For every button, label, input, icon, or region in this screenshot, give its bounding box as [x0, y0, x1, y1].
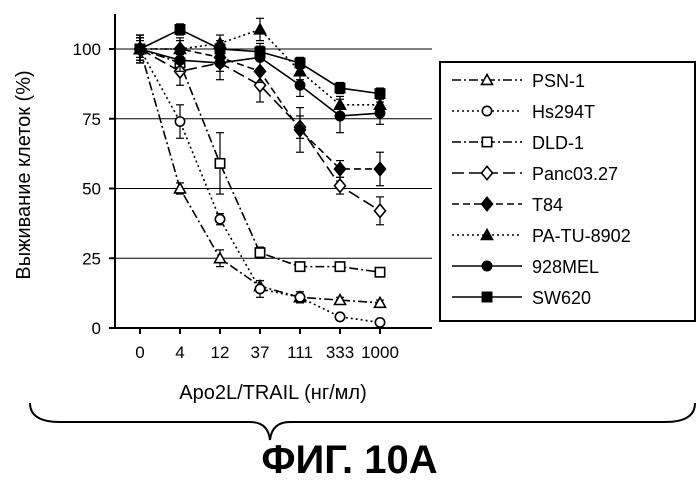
gridlines — [115, 48, 432, 259]
data-point-7-1 — [174, 23, 186, 35]
data-point-7-6 — [374, 88, 386, 100]
figure-caption: ФИГ. 10А — [261, 438, 438, 482]
legend-marker-5 — [480, 227, 494, 241]
data-point-7-4 — [294, 57, 306, 69]
data-point-1-1 — [174, 116, 186, 128]
data-point-6-2 — [214, 57, 226, 69]
legend-entries: PSN-1 Hs294T DLD-1 Panc03.27 T84 PA-TU-8902 92… — [452, 71, 631, 308]
y-tick-label-2: 50 — [82, 180, 101, 199]
chart-plot-area: 0 25 50 75 100 0 4 12 37 111 333 1000 Выживание кл… — [13, 14, 432, 404]
data-point-3-6 — [373, 202, 387, 219]
x-tick-label-3: 37 — [251, 343, 270, 362]
y-tick-label-3: 75 — [82, 110, 101, 129]
x-tick-label-4: 111 — [287, 343, 313, 362]
data-point-2-3 — [254, 247, 266, 259]
y-axis-label: Выживание клеток (%) — [13, 70, 35, 279]
data-point-3-5 — [333, 177, 347, 194]
series-group — [133, 17, 387, 328]
series-sw620 — [134, 23, 386, 100]
legend-marker-3 — [480, 165, 494, 181]
legend-label-3: Panc03.27 — [532, 164, 618, 184]
figure-brace — [29, 402, 696, 441]
x-axis-label: Apo2L/TRAIL (нг/мл) — [179, 382, 367, 404]
legend-label-7: SW620 — [532, 288, 591, 308]
data-point-4-4 — [293, 122, 307, 138]
legend-label-2: DLD-1 — [532, 133, 584, 153]
data-point-4-5 — [333, 161, 347, 177]
data-point-2-4 — [294, 261, 306, 273]
data-point-6-6 — [374, 107, 386, 119]
data-point-0-1 — [173, 181, 187, 194]
legend-marker-4 — [480, 196, 494, 212]
data-point-7-0 — [134, 43, 146, 55]
data-point-0-2 — [213, 251, 227, 264]
data-point-1-2 — [214, 213, 226, 225]
data-point-1-5 — [334, 311, 346, 323]
data-point-7-2 — [214, 43, 226, 55]
x-tick-label-2: 12 — [211, 343, 230, 362]
data-point-2-6 — [374, 266, 386, 278]
x-tick-label-1: 4 — [175, 343, 184, 362]
data-point-6-5 — [334, 110, 346, 122]
legend-marker-1 — [481, 105, 493, 117]
data-point-0-6 — [373, 295, 387, 309]
data-point-4-6 — [373, 161, 387, 177]
legend-marker-6 — [481, 260, 493, 272]
data-point-6-4 — [294, 79, 306, 91]
legend-label-0: PSN-1 — [532, 71, 585, 91]
data-point-6-1 — [174, 54, 186, 66]
data-point-1-4 — [294, 291, 306, 303]
y-ticks: 0 25 50 75 100 — [73, 40, 115, 338]
data-point-1-6 — [374, 316, 386, 328]
x-tick-label-5: 333 — [326, 343, 354, 362]
legend: PSN-1 Hs294T DLD-1 Panc03.27 T84 PA-TU-8902 92… — [439, 61, 696, 322]
data-point-0-5 — [333, 292, 347, 306]
x-ticks: 0 4 12 37 111 333 1000 — [135, 328, 399, 362]
legend-box — [439, 61, 696, 322]
data-point-1-3 — [254, 283, 266, 295]
data-point-2-2 — [214, 157, 226, 169]
legend-label-5: PA-TU-8902 — [532, 226, 631, 246]
legend-marker-0 — [480, 72, 494, 86]
legend-marker-2 — [481, 136, 493, 148]
data-point-7-5 — [334, 82, 346, 94]
legend-label-6: 928MEL — [532, 257, 599, 277]
x-tick-label-0: 0 — [135, 343, 144, 362]
data-point-5-3 — [253, 22, 267, 35]
legend-label-1: Hs294T — [532, 102, 595, 122]
data-point-7-3 — [254, 46, 266, 58]
legend-label-4: T84 — [532, 195, 563, 215]
data-point-2-5 — [334, 261, 346, 273]
y-tick-label-1: 25 — [82, 249, 101, 268]
y-tick-label-0: 0 — [92, 319, 101, 338]
legend-marker-7 — [481, 291, 493, 303]
x-tick-label-6: 1000 — [361, 343, 399, 362]
y-tick-label-4: 100 — [73, 40, 101, 59]
